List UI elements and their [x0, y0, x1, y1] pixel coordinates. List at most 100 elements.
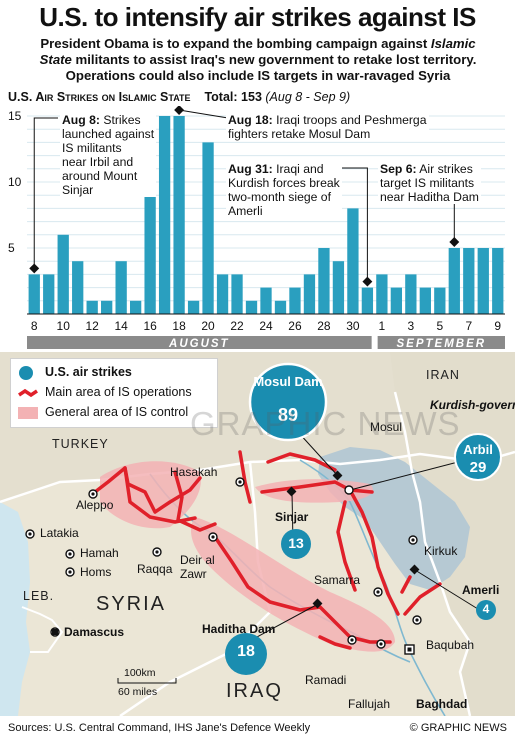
- bar: [101, 300, 113, 314]
- x-tick-label: 10: [57, 319, 71, 333]
- annotation-aug8-line: around Mount: [62, 169, 138, 183]
- ops-line: [266, 452, 337, 472]
- city-label-ramadi: Ramadi: [305, 673, 347, 687]
- city-label-latakia: Latakia: [40, 526, 79, 540]
- annotation-leader: [179, 109, 229, 119]
- annotation-aug18-date: Aug 18:: [228, 113, 273, 127]
- annotation-aug8-line: near Irbil and: [62, 155, 134, 169]
- city-dot-centre: [68, 552, 72, 556]
- city-dot-centre: [155, 550, 159, 554]
- bar: [173, 116, 185, 314]
- bubble-mosul-dam-label: Mosul Dam: [253, 374, 323, 389]
- x-tick-label: 5: [436, 319, 443, 333]
- ops-line: [336, 500, 357, 592]
- bar: [144, 195, 156, 314]
- city-marker-centres: [28, 480, 419, 652]
- x-tick-label: 24: [259, 319, 273, 333]
- annotation-aug8-date: Aug 8:: [62, 113, 100, 127]
- city-label-homs: Homs: [80, 565, 112, 579]
- city-dot-mosul: [344, 485, 354, 495]
- bar: [477, 248, 489, 314]
- city-dot-centre: [415, 618, 419, 622]
- strike-bubble-haditha-dam: [225, 633, 267, 675]
- bar: [332, 261, 345, 314]
- city-dot-centre: [211, 535, 215, 539]
- y-tick-label: 15: [8, 109, 22, 123]
- standfirst: President Obama is to expand the bombing…: [10, 36, 506, 84]
- watermark: GRAPHIC NEWS: [190, 405, 461, 442]
- annotation-aug31-line: two-month siege of: [228, 190, 331, 204]
- city-label-baqubah: Baqubah: [426, 638, 475, 652]
- city-dot-centre: [411, 538, 415, 542]
- bar: [158, 116, 171, 314]
- x-tick-label: 9: [494, 319, 501, 333]
- annotation-aug8-line: Strikes: [103, 113, 141, 127]
- ops-line: [238, 450, 252, 504]
- bar: [86, 300, 98, 314]
- credit: © GRAPHIC NEWS: [409, 722, 507, 734]
- country-iraq: IRAQ: [226, 680, 283, 702]
- annotation-aug31-line: Iraqi and: [276, 162, 324, 176]
- bubble-mosul-dam-count: 89: [277, 405, 299, 425]
- scale-miles: 60 miles: [118, 686, 158, 698]
- bar: [376, 274, 388, 314]
- bar: [202, 142, 214, 314]
- annotation-aug18-line: Iraqi troops and Peshmerga: [276, 113, 427, 127]
- city-label-mosul: Mosul: [370, 420, 403, 434]
- legend-strike-symbol: [19, 366, 33, 380]
- city-label-raqqa: Raqqa: [137, 562, 173, 576]
- x-tick-label: 14: [114, 319, 128, 333]
- legend-control-label: General area of IS control: [45, 405, 189, 419]
- bubble-arbil-count: 29: [469, 459, 487, 476]
- x-tick-label: 1: [379, 319, 386, 333]
- bubble-arbil-label: Arbil: [463, 442, 493, 457]
- standfirst-line2: militants to assist Iraq's new governmen…: [75, 52, 477, 67]
- ops-line: [348, 488, 400, 616]
- month-label-august: AUGUST: [168, 338, 230, 350]
- annotation-aug8: Aug 8: Strikes launched against IS milit…: [60, 113, 157, 197]
- bar: [361, 287, 374, 314]
- x-tick-label: 8: [31, 319, 38, 333]
- legend-strikes-label: U.S. air strikes: [45, 365, 132, 379]
- legend-control-symbol: [18, 407, 38, 419]
- city-dot-centre: [68, 570, 72, 574]
- bar: [448, 248, 460, 314]
- annotation-aug8-line: launched against: [62, 127, 155, 141]
- city-dot-centre: [28, 532, 32, 536]
- x-tick-label: 7: [465, 319, 472, 333]
- strike-bubble-mosul-dam: [248, 362, 328, 442]
- month-band-august: [27, 336, 372, 349]
- country-turkey: TURKEY: [52, 437, 109, 451]
- x-tick-label: 16: [143, 319, 157, 333]
- annotation-sep6-line: near Haditha Dam: [380, 190, 479, 204]
- ops-line: [403, 582, 442, 616]
- x-tick-label: 18: [172, 319, 186, 333]
- bar: [347, 208, 359, 314]
- standfirst-line1-italic: Islamic: [430, 36, 476, 51]
- city-label-sinjar: Sinjar: [275, 510, 309, 524]
- target-marker: [409, 564, 420, 575]
- city-dot-centre: [376, 590, 380, 594]
- annotation-sep6: Sep 6: Air strikes target IS militants n…: [378, 162, 481, 204]
- bar: [434, 287, 446, 314]
- headline: U.S. to intensify air strikes against IS: [39, 2, 476, 32]
- annotation-aug31-date: Aug 31:: [228, 162, 273, 176]
- city-label-hasakah: Hasakah: [170, 465, 218, 479]
- bar: [463, 248, 475, 314]
- y-tick-label: 10: [8, 175, 22, 189]
- strike-bubbles: [225, 362, 502, 675]
- x-tick-label: 12: [86, 319, 100, 333]
- city-label-hamah: Hamah: [80, 546, 119, 560]
- country-iran: IRAN: [426, 368, 460, 382]
- city-label-damascus: Damascus: [64, 625, 125, 639]
- standfirst-line1: President Obama is to expand the bombing…: [40, 36, 428, 51]
- bar: [405, 274, 417, 314]
- legend-operations-label: Main area of IS operations: [45, 385, 192, 399]
- bar: [260, 287, 272, 314]
- bar: [245, 300, 258, 314]
- ops-line: [260, 480, 374, 494]
- month-label-september: SEPTEMBER: [397, 338, 487, 350]
- bar: [115, 261, 127, 314]
- bar: [303, 274, 316, 314]
